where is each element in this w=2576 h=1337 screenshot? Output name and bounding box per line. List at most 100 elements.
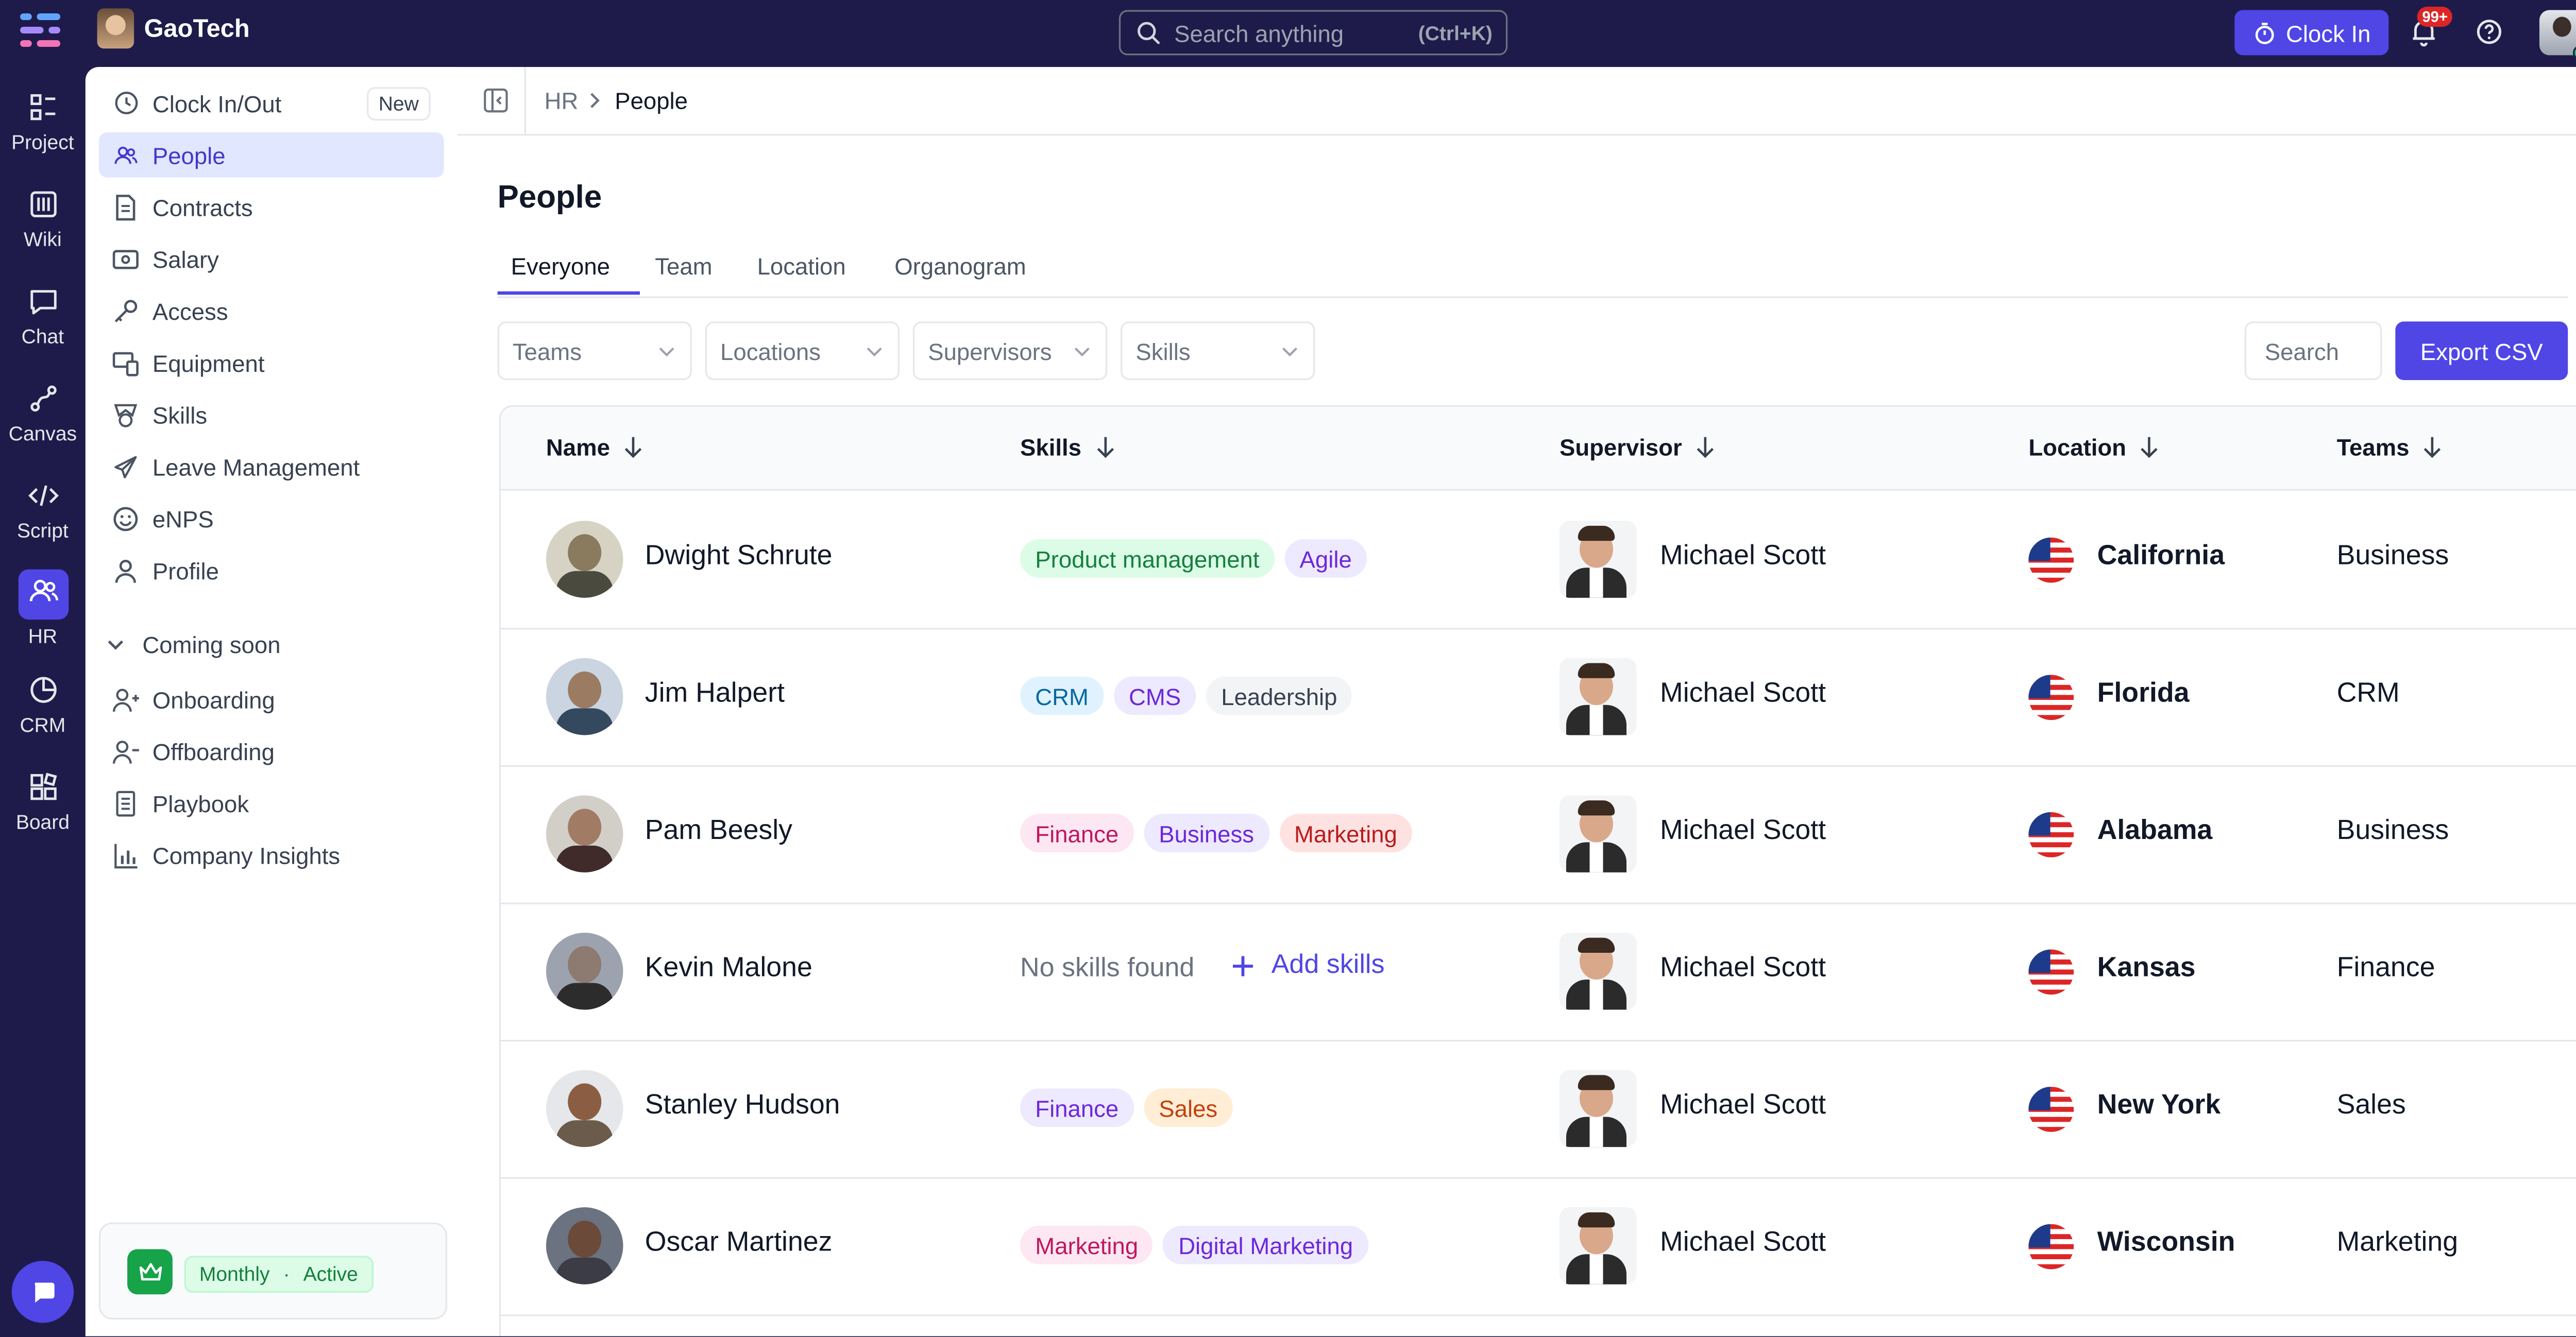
table-row[interactable]: Oscar Martinez Marketing Digital Marketin… [501, 1177, 2576, 1316]
table-row[interactable]: Stanley Hudson Finance Sales Michael Scot… [501, 1040, 2576, 1179]
people-table: Name Skills Supervisor Location Teams [499, 405, 2576, 1336]
supervisor-avatar[interactable] [1559, 521, 1637, 598]
supervisor-avatar[interactable] [1559, 1207, 1637, 1284]
sidebar-item-enps[interactable]: eNPS [99, 495, 444, 541]
skill-chip[interactable]: Digital Marketing [1163, 1225, 1368, 1264]
code-icon [27, 485, 58, 506]
avatar[interactable] [546, 932, 623, 1010]
skill-chip[interactable]: Leadership [1206, 676, 1352, 715]
table-row[interactable]: Kevin Malone No skills found Add skills … [501, 902, 2576, 1042]
workspace-switcher[interactable]: GaoTech [97, 8, 250, 49]
skill-chip[interactable]: Marketing [1020, 1225, 1154, 1264]
main-content: HR People People Everyone Team Location … [457, 67, 2576, 1336]
rail-item-wiki[interactable]: Wiki [0, 187, 86, 251]
sidebar-toggle-icon[interactable] [482, 87, 509, 114]
tab-team[interactable]: Team [655, 252, 713, 280]
chevron-down-icon [1282, 347, 1298, 357]
column-header-supervisor[interactable]: Supervisor [1560, 434, 1716, 460]
supervisor-name[interactable]: Michael Scott [1660, 678, 1826, 709]
subscription-card[interactable]: Monthly · Active [98, 1222, 448, 1320]
sidebar-item-company-insights[interactable]: Company Insights [99, 832, 444, 878]
clock-in-button[interactable]: Clock In [2234, 10, 2389, 56]
supervisor-name[interactable]: Michael Scott [1660, 1090, 1826, 1121]
locations-filter[interactable]: Locations [705, 321, 900, 381]
add-skills-button[interactable]: Add skills [1231, 951, 1384, 982]
avatar[interactable] [546, 521, 623, 598]
column-header-location[interactable]: Location [2028, 434, 2160, 460]
sidebar-item-skills[interactable]: Skills [99, 392, 444, 437]
table-search-input[interactable]: Search [2244, 321, 2382, 381]
menu-logo-icon[interactable] [17, 10, 64, 54]
skill-chip[interactable]: Sales [1144, 1088, 1233, 1127]
supervisor-name[interactable]: Michael Scott [1660, 815, 1826, 846]
search-shortcut: (Ctrl+K) [1418, 21, 1493, 45]
export-csv-button[interactable]: Export CSV [2395, 321, 2568, 381]
avatar[interactable] [546, 795, 623, 872]
skill-chip[interactable]: Marketing [1279, 814, 1413, 852]
skill-chip[interactable]: Finance [1020, 814, 1134, 852]
rail-item-board[interactable]: Board [0, 770, 86, 834]
tab-everyone[interactable]: Everyone [511, 252, 610, 280]
skill-chip[interactable]: CRM [1020, 676, 1104, 715]
skill-chip[interactable]: Agile [1284, 539, 1367, 578]
avatar[interactable] [546, 658, 623, 735]
supervisors-filter[interactable]: Supervisors [912, 321, 1108, 381]
sidebar-item-playbook[interactable]: Playbook [99, 780, 444, 826]
tab-organogram[interactable]: Organogram [894, 252, 1026, 280]
sort-arrow-icon [1096, 437, 1113, 458]
coming-soon-section-toggle[interactable]: Coming soon [99, 631, 281, 658]
sidebar-item-salary[interactable]: Salary [99, 236, 444, 281]
sidebar-item-leave-management[interactable]: Leave Management [99, 444, 444, 489]
skill-chip[interactable]: Finance [1020, 1088, 1134, 1127]
supervisor-name[interactable]: Michael Scott [1660, 952, 1826, 983]
table-row[interactable]: Jim Halpert CRM CMS Leadership Michael Sco… [501, 628, 2576, 767]
sidebar-item-equipment[interactable]: Equipment [99, 340, 444, 385]
key-icon [112, 297, 139, 324]
sidebar-item-access[interactable]: Access [99, 288, 444, 333]
rail-item-crm[interactable]: CRM [0, 673, 86, 737]
sidebar-item-onboarding[interactable]: Onboarding [99, 677, 444, 722]
global-search[interactable]: Search anything (Ctrl+K) [1118, 10, 1508, 56]
column-header-teams[interactable]: Teams [2337, 434, 2443, 460]
page-title: People [497, 181, 602, 216]
column-header-name[interactable]: Name [546, 434, 643, 460]
supervisor-avatar[interactable] [1559, 932, 1637, 1010]
skill-chip[interactable]: Business [1144, 814, 1269, 852]
supervisor-avatar[interactable] [1559, 1070, 1637, 1147]
skill-chip[interactable]: Product management [1020, 539, 1275, 578]
sidebar-item-profile[interactable]: Profile [99, 547, 444, 593]
table-row[interactable]: Pam Beesly Finance Business Marketing Mich… [501, 765, 2576, 904]
rail-item-hr[interactable]: HR [0, 569, 86, 648]
supervisor-name[interactable]: Michael Scott [1660, 1227, 1826, 1258]
sidebar-item-contracts[interactable]: Contracts [99, 184, 444, 230]
sidebar-item-offboarding[interactable]: Offboarding [99, 728, 444, 774]
person-name[interactable]: Oscar Martinez [645, 1227, 833, 1258]
user-add-icon [112, 685, 139, 712]
teams-filter[interactable]: Teams [497, 321, 692, 381]
supervisor-avatar[interactable] [1559, 795, 1637, 872]
supervisor-name[interactable]: Michael Scott [1660, 541, 1826, 571]
person-name[interactable]: Pam Beesly [645, 815, 793, 846]
support-chat-button[interactable] [11, 1261, 74, 1323]
sidebar-item-people[interactable]: People [98, 132, 444, 178]
person-name[interactable]: Stanley Hudson [645, 1090, 840, 1121]
rail-item-project[interactable]: Project [0, 91, 86, 154]
help-icon[interactable] [2476, 19, 2502, 45]
person-name[interactable]: Jim Halpert [645, 678, 785, 709]
column-header-skills[interactable]: Skills [1020, 434, 1115, 460]
supervisor-avatar[interactable] [1559, 658, 1637, 735]
person-name[interactable]: Kevin Malone [645, 952, 812, 983]
breadcrumb-parent-link[interactable]: HR [544, 87, 579, 114]
avatar[interactable] [546, 1070, 623, 1147]
user-avatar[interactable] [2539, 10, 2576, 56]
rail-item-canvas[interactable]: Canvas [0, 382, 86, 445]
avatar[interactable] [546, 1207, 623, 1284]
skill-chip[interactable]: CMS [1113, 676, 1196, 715]
tab-location[interactable]: Location [757, 252, 846, 280]
table-row[interactable]: Dwight Schrute Product management Agile M… [501, 491, 2576, 630]
sidebar-item-clock-in-out[interactable]: Clock In/Out New [99, 80, 444, 126]
rail-item-script[interactable]: Script [0, 479, 86, 542]
person-name[interactable]: Dwight Schrute [645, 541, 833, 571]
skills-filter[interactable]: Skills [1121, 321, 1315, 381]
rail-item-chat[interactable]: Chat [0, 285, 86, 348]
